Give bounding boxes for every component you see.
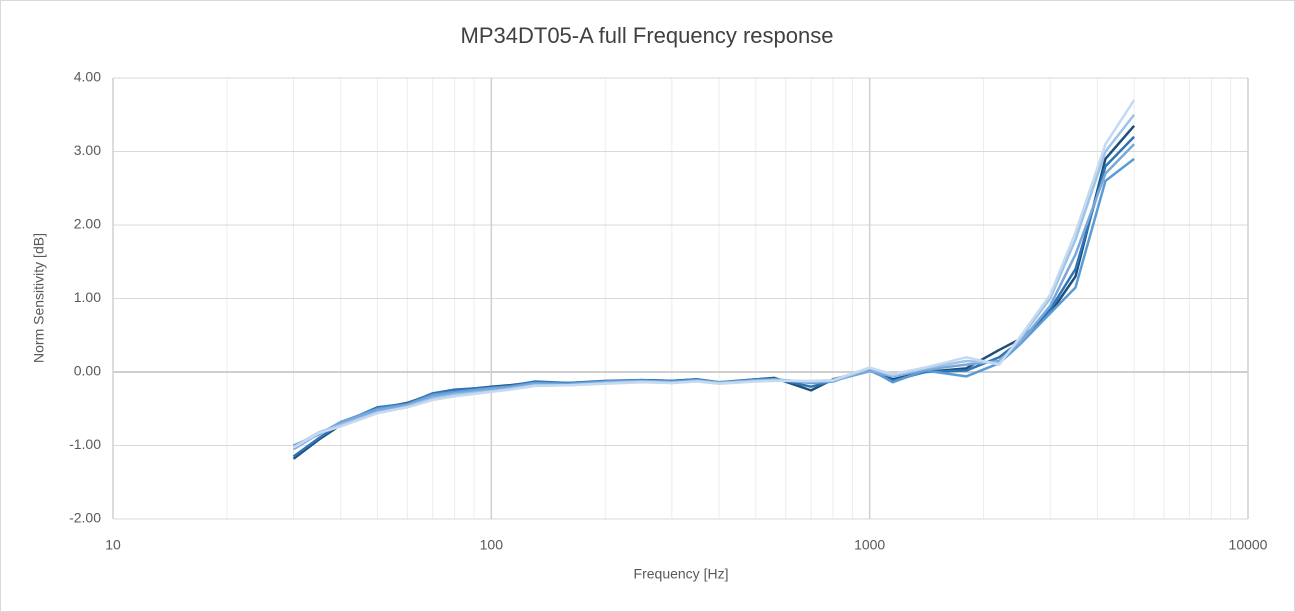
y-tick-label: 0.00 [74,363,101,379]
y-tick-label: -2.00 [69,510,101,526]
y-tick-label: 4.00 [74,69,101,85]
y-axis-label: Norm Sensitivity [dB] [31,233,47,363]
x-tick-label: 1000 [854,537,885,553]
x-tick-label: 10 [105,537,121,553]
x-tick-label: 100 [480,537,504,553]
x-axis-label: Frequency [Hz] [634,566,729,582]
chart-title: MP34DT05-A full Frequency response [461,23,834,48]
x-tick-label: 10000 [1229,537,1268,553]
y-tick-label: -1.00 [69,436,101,452]
y-tick-label: 1.00 [74,289,101,305]
series-line [292,99,1136,449]
y-tick-label: 2.00 [74,216,101,232]
y-tick-label: 3.00 [74,142,101,158]
